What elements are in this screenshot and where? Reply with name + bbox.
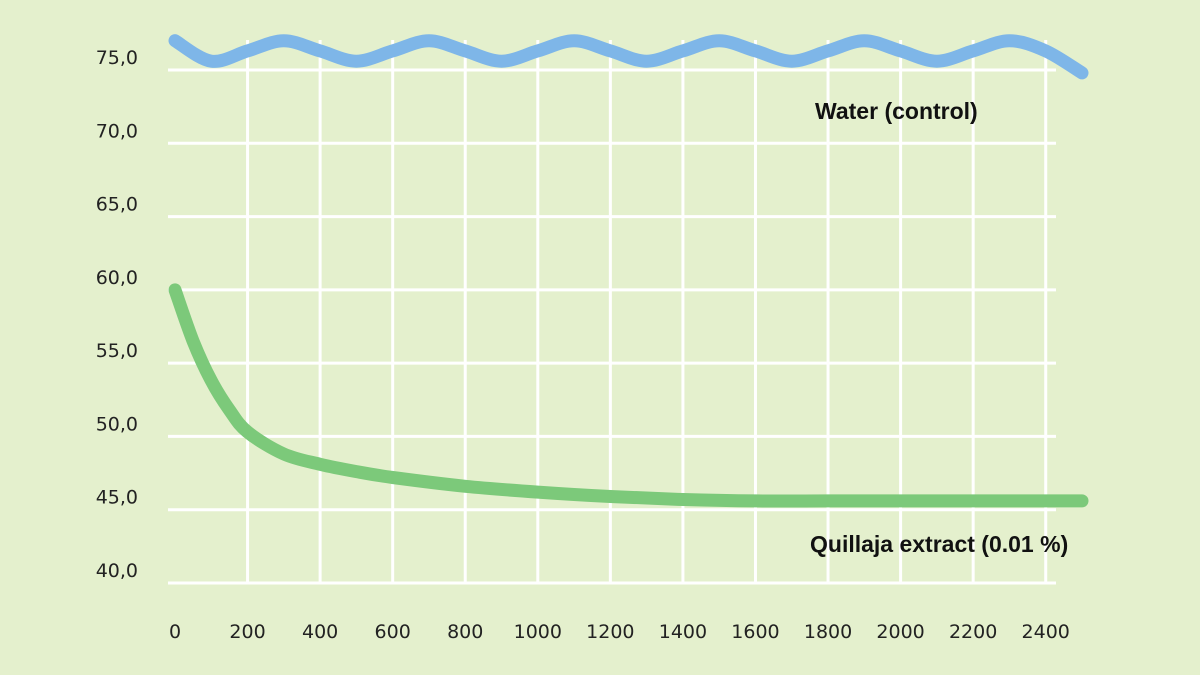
y-tick-label: 60,0	[96, 267, 138, 289]
y-tick-label: 65,0	[96, 194, 138, 216]
x-tick-label: 400	[302, 621, 338, 643]
x-tick-label: 0	[169, 621, 181, 643]
x-tick-label: 600	[375, 621, 411, 643]
x-tick-label: 200	[229, 621, 265, 643]
series-label-water: Water (control)	[815, 98, 978, 124]
x-tick-label: 1800	[804, 621, 852, 643]
x-axis-tick-labels: 0 200 400 600 800 1000 1200 1400 1600 1800 2000 220…	[169, 621, 1070, 643]
x-tick-label: 1600	[731, 621, 779, 643]
y-tick-label: 70,0	[96, 120, 138, 142]
series-lines	[168, 34, 1089, 508]
y-tick-label: 75,0	[96, 47, 138, 69]
y-axis-tick-labels: 40,0 45,0 50,0 55,0 60,0 65,0 70,0 75,0	[96, 47, 138, 582]
y-tick-label: 45,0	[96, 487, 138, 509]
x-tick-label: 800	[447, 621, 483, 643]
x-tick-label: 2000	[876, 621, 924, 643]
y-tick-label: 40,0	[96, 560, 138, 582]
y-tick-label: 55,0	[96, 340, 138, 362]
series-label-quillaja: Quillaja extract (0.01 %)	[810, 531, 1068, 557]
x-tick-label: 2200	[949, 621, 997, 643]
x-tick-label: 1000	[514, 621, 562, 643]
x-tick-label: 1200	[586, 621, 634, 643]
series-line-water	[168, 34, 1089, 80]
grid	[168, 40, 1056, 585]
series-line-quillaja	[168, 283, 1089, 508]
x-tick-label: 2400	[1022, 621, 1070, 643]
y-tick-label: 50,0	[96, 413, 138, 435]
x-tick-label: 1400	[659, 621, 707, 643]
